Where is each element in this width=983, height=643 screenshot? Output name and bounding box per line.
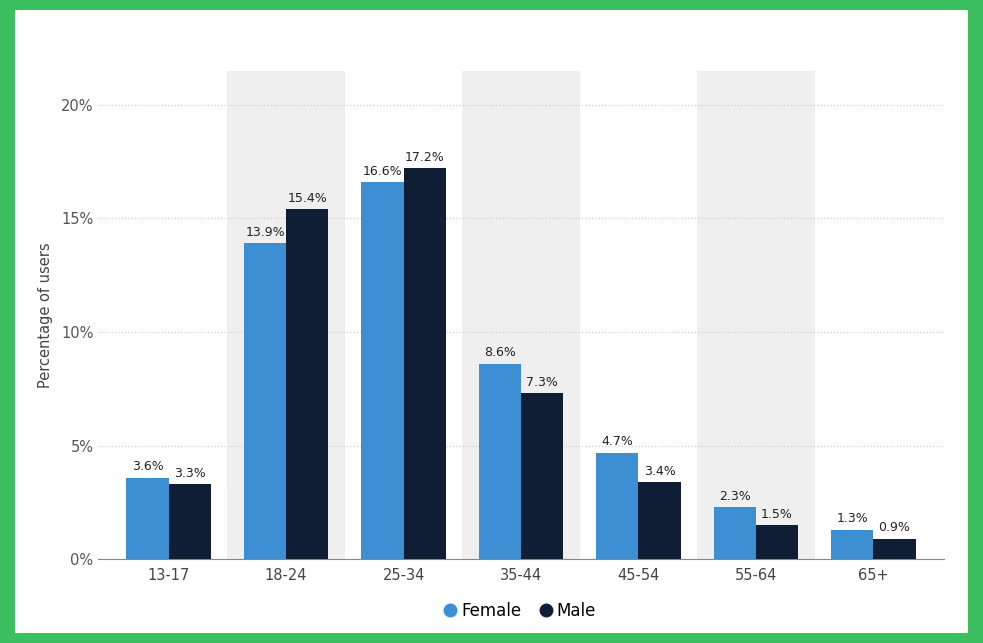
Legend: Female, Male: Female, Male xyxy=(439,595,603,627)
Text: 7.3%: 7.3% xyxy=(526,376,558,389)
Bar xyxy=(362,182,404,559)
Text: 15.4%: 15.4% xyxy=(287,192,327,205)
Bar xyxy=(244,244,286,559)
Bar xyxy=(697,71,815,559)
Bar xyxy=(479,364,521,559)
Text: 0.9%: 0.9% xyxy=(879,521,910,534)
Text: 3.6%: 3.6% xyxy=(132,460,163,473)
Bar xyxy=(756,525,798,559)
Bar xyxy=(404,168,446,559)
Bar xyxy=(638,482,680,559)
Text: 2.3%: 2.3% xyxy=(719,489,751,503)
Bar xyxy=(873,539,915,559)
Bar xyxy=(521,394,563,559)
Bar xyxy=(462,71,580,559)
Text: 4.7%: 4.7% xyxy=(602,435,633,448)
Text: 8.6%: 8.6% xyxy=(484,347,516,359)
Bar xyxy=(831,530,873,559)
Text: 13.9%: 13.9% xyxy=(245,226,285,239)
Bar xyxy=(286,210,328,559)
Text: 17.2%: 17.2% xyxy=(405,151,444,164)
Bar xyxy=(169,484,211,559)
Bar xyxy=(227,71,345,559)
Text: 16.6%: 16.6% xyxy=(363,165,402,177)
Text: 3.4%: 3.4% xyxy=(644,465,675,478)
Y-axis label: Percentage of users: Percentage of users xyxy=(37,242,53,388)
Text: 1.5%: 1.5% xyxy=(761,508,793,521)
Text: 3.3%: 3.3% xyxy=(174,467,205,480)
Bar xyxy=(127,478,169,559)
Text: 1.3%: 1.3% xyxy=(837,512,868,525)
Bar xyxy=(714,507,756,559)
Bar xyxy=(596,453,638,559)
